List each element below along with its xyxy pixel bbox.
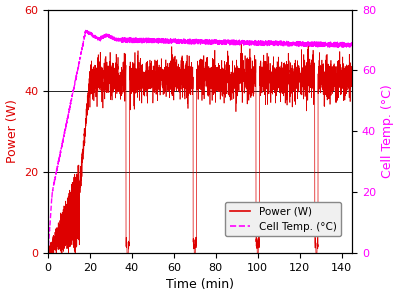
Y-axis label: Power (W): Power (W) [6, 99, 18, 163]
Y-axis label: Cell Temp. (°C): Cell Temp. (°C) [382, 84, 394, 178]
Legend: Power (W), Cell Temp. (°C): Power (W), Cell Temp. (°C) [225, 202, 341, 236]
X-axis label: Time (min): Time (min) [166, 279, 234, 291]
